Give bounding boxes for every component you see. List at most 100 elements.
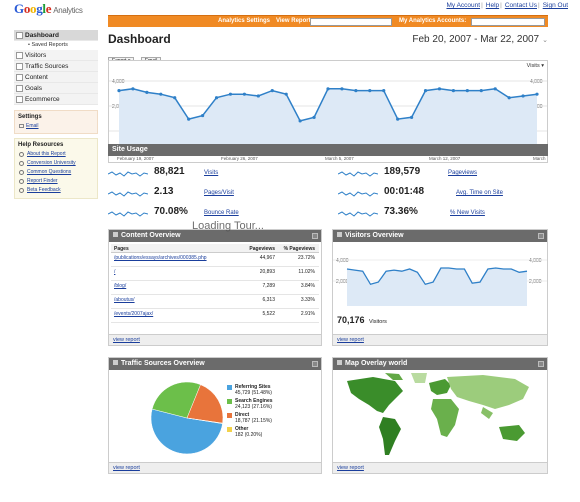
data-point[interactable] <box>187 117 191 121</box>
my-account-link[interactable]: My Account <box>446 2 481 9</box>
legend-item: Other 182 (0.20%) <box>227 426 319 440</box>
pie-slice[interactable] <box>186 384 224 424</box>
help-item[interactable]: Common Questions <box>18 168 94 177</box>
pct-pageviews-cell: 3.84% <box>300 283 315 289</box>
metric-link[interactable]: Pages/Visit <box>204 190 234 196</box>
sidebar-item-traffic-sources[interactable]: Traffic Sources <box>14 61 98 72</box>
africa-region[interactable] <box>431 399 459 437</box>
page-link[interactable]: /blog/ <box>114 283 127 289</box>
metric-visits: 88,821 Visits <box>108 166 318 180</box>
metric-pageviews: 189,579 Pageviews <box>338 166 548 180</box>
page-link[interactable]: / <box>114 269 116 275</box>
data-point[interactable] <box>228 92 233 96</box>
data-point[interactable] <box>312 115 316 119</box>
sign-out-link[interactable]: Sign Out <box>542 2 568 9</box>
world-map[interactable] <box>333 371 547 463</box>
help-link[interactable]: Help <box>485 2 500 9</box>
data-point[interactable] <box>507 96 511 100</box>
data-point[interactable] <box>437 87 442 91</box>
data-point[interactable] <box>284 92 288 96</box>
date-range-picker[interactable]: Feb 20, 2007 - Mar 22, 2007 ⌄ <box>412 34 548 45</box>
data-point[interactable] <box>423 89 428 93</box>
site-usage-header: Site Usage <box>108 144 548 156</box>
contact-us-link[interactable]: Contact Us <box>504 2 537 9</box>
help-item[interactable]: About this Report <box>18 150 94 159</box>
australia-region[interactable] <box>499 425 525 441</box>
goals-icon <box>16 85 23 92</box>
page-link[interactable]: /publications/essays/archives/000385.php <box>114 255 207 261</box>
pie-slice[interactable] <box>150 408 223 455</box>
view-report-link[interactable]: view report <box>113 337 140 343</box>
close-icon[interactable] <box>538 361 544 367</box>
help-item[interactable]: Report Finder <box>18 177 94 186</box>
data-point[interactable] <box>298 119 302 123</box>
sidebar-item-dashboard[interactable]: Dashboard <box>14 30 98 41</box>
page-link[interactable]: /events/2007ajax/ <box>114 311 154 317</box>
data-point[interactable] <box>242 92 246 96</box>
data-point[interactable] <box>396 117 400 121</box>
europe-region[interactable] <box>429 379 451 395</box>
accounts-select[interactable] <box>471 17 545 26</box>
content-overview-header: Content Overview <box>109 230 321 242</box>
help-item[interactable]: Beta Feedback <box>18 186 94 195</box>
sidebar-item-visitors[interactable]: Visitors <box>14 50 98 61</box>
analytics-settings-link[interactable]: Analytics Settings <box>218 18 271 24</box>
pie-slice[interactable] <box>186 417 223 424</box>
data-point[interactable] <box>270 89 274 93</box>
settings-email-link[interactable]: Email <box>18 122 94 130</box>
traffic-sources-pie-chart[interactable] <box>147 378 227 458</box>
data-point[interactable] <box>535 92 539 96</box>
data-point[interactable] <box>173 96 177 100</box>
asia-region[interactable] <box>447 375 529 409</box>
metric-link[interactable]: Pageviews <box>448 170 478 176</box>
metric-link[interactable]: Avg. Time on Site <box>456 190 503 196</box>
view-reports-select[interactable] <box>310 17 392 26</box>
data-point[interactable] <box>410 115 414 119</box>
help-item[interactable]: Conversion University <box>18 159 94 168</box>
pie-slice[interactable] <box>151 381 201 419</box>
data-point[interactable] <box>159 92 163 96</box>
sidebar-item-ecommerce[interactable]: Ecommerce <box>14 94 98 105</box>
south-america-region[interactable] <box>379 417 401 455</box>
metric-link[interactable]: Visits <box>204 170 219 176</box>
metric-link[interactable]: Bounce Rate <box>204 210 239 216</box>
page-link[interactable]: /aboutus/ <box>114 297 135 303</box>
data-point[interactable] <box>326 87 330 91</box>
data-point[interactable] <box>493 87 497 91</box>
google-analytics-logo[interactable]: Google Analytics <box>14 1 83 16</box>
data-point[interactable] <box>201 113 205 118</box>
data-point[interactable] <box>465 89 469 93</box>
data-point[interactable] <box>451 89 455 93</box>
metric-value: 00:01:48 <box>384 186 425 197</box>
sidebar-item-goals[interactable]: Goals <box>14 83 98 94</box>
metric-value: 73.36% <box>384 206 418 217</box>
legend-item: Direct 18,787 (21.15%) <box>227 412 319 426</box>
data-point[interactable] <box>368 89 372 93</box>
data-point[interactable] <box>256 94 260 98</box>
data-point[interactable] <box>131 87 135 91</box>
visits-metric-dropdown[interactable]: Visits ▾ <box>526 63 544 69</box>
data-point[interactable] <box>145 90 149 94</box>
data-point[interactable] <box>382 89 386 93</box>
sidebar-item-saved-reports[interactable]: • Saved Reports <box>28 42 68 48</box>
table-row: /publications/essays/archives/000385.php… <box>111 253 319 267</box>
data-point[interactable] <box>340 87 344 91</box>
sidebar-item-content[interactable]: Content <box>14 72 98 83</box>
data-point[interactable] <box>354 89 358 93</box>
data-point[interactable] <box>214 96 219 100</box>
north-america-region[interactable] <box>347 377 403 413</box>
data-point[interactable] <box>521 94 525 98</box>
view-report-link[interactable]: view report <box>337 337 364 343</box>
pct-pageviews-cell: 23.72% <box>298 255 315 261</box>
metric-link[interactable]: % New Visits <box>450 210 485 216</box>
data-point[interactable] <box>117 89 121 93</box>
loading-tour-overlay: Loading Tour... <box>192 220 264 232</box>
traffic-sources-panel: Traffic Sources Overview Referring Sites… <box>108 357 322 474</box>
close-icon[interactable] <box>538 233 544 239</box>
metric-bounce-rate: 70.08% Bounce Rate <box>108 206 318 220</box>
close-icon[interactable] <box>312 233 318 239</box>
view-report-link[interactable]: view report <box>337 465 364 471</box>
view-report-link[interactable]: view report <box>113 465 140 471</box>
data-point[interactable] <box>479 89 483 93</box>
close-icon[interactable] <box>312 361 318 367</box>
